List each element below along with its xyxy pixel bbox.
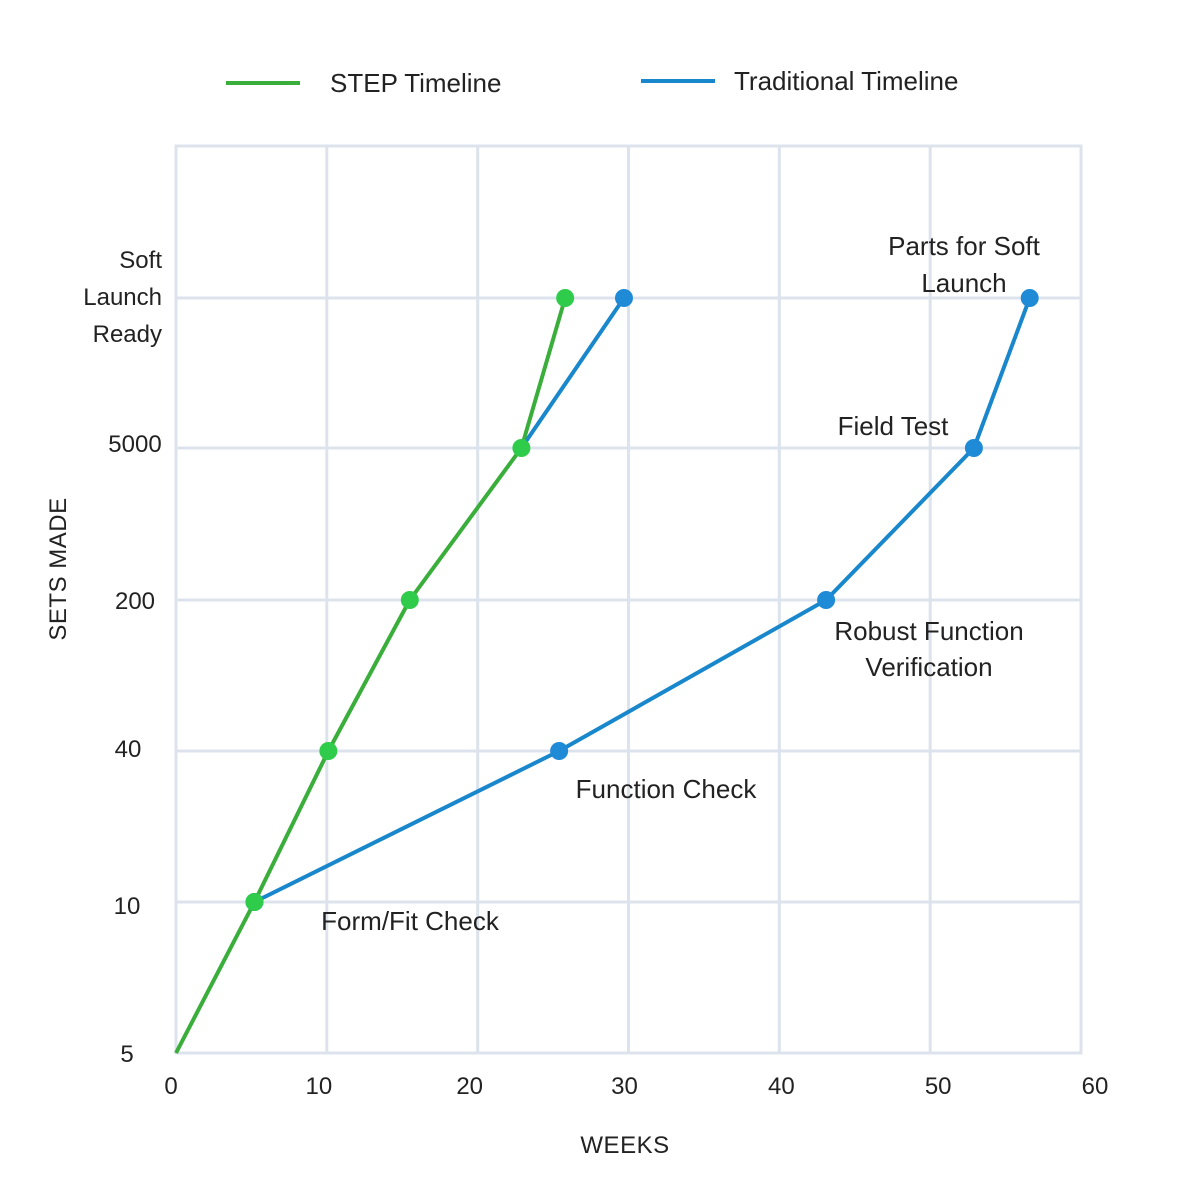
y-tick-label: 5 — [120, 1041, 133, 1068]
series-line-step-bridge — [519, 296, 626, 450]
y-tick-label: 200 — [115, 588, 155, 615]
point-traditional — [817, 591, 836, 609]
y-tick-label: 5000 — [108, 431, 161, 458]
x-tick-labels: 0 10 20 30 40 50 60 — [164, 1073, 1108, 1100]
annotation-label: Function Check — [576, 774, 758, 804]
x-tick-label: 60 — [1082, 1073, 1109, 1100]
x-tick-label: 40 — [768, 1073, 795, 1100]
point-step — [245, 893, 264, 911]
point-step — [319, 742, 338, 760]
y-tick-label: 10 — [114, 893, 141, 920]
legend-label-traditional: Traditional Timeline — [734, 66, 958, 96]
point-step-bridge — [614, 289, 633, 307]
legend: STEP Timeline Traditional Timeline — [226, 66, 958, 98]
annotation-label: Field Test — [838, 411, 950, 441]
series-line-step — [174, 297, 568, 1054]
x-tick-label: 0 — [164, 1073, 177, 1100]
annotation-label: Robust Function Verification — [834, 616, 1023, 682]
x-tick-label: 50 — [925, 1073, 952, 1100]
point-step — [512, 439, 531, 457]
point-step — [556, 289, 575, 307]
y-tick-label: Soft Launch Ready — [83, 247, 162, 348]
x-tick-label: 20 — [456, 1073, 483, 1100]
annotation-label: Form/Fit Check — [321, 906, 500, 936]
legend-label-step: STEP Timeline — [330, 68, 501, 98]
series-markers — [245, 289, 1039, 911]
point-step — [400, 591, 419, 609]
annotation-label: Parts for Soft Launch — [888, 231, 1040, 298]
x-tick-label: 30 — [611, 1073, 638, 1100]
x-axis-title: WEEKS — [580, 1132, 669, 1159]
y-axis-title: SETS MADE — [45, 497, 72, 640]
y-tick-labels: 5 10 40 200 5000 Soft Launch Ready — [83, 247, 162, 1068]
point-traditional — [1020, 289, 1039, 307]
point-traditional — [550, 742, 569, 760]
y-tick-label: 40 — [115, 736, 142, 763]
annotations: Form/Fit Check Function Check Robust Funct… — [321, 231, 1040, 936]
grid — [174, 144, 1083, 1055]
point-traditional — [964, 439, 983, 457]
x-tick-label: 10 — [305, 1073, 332, 1100]
